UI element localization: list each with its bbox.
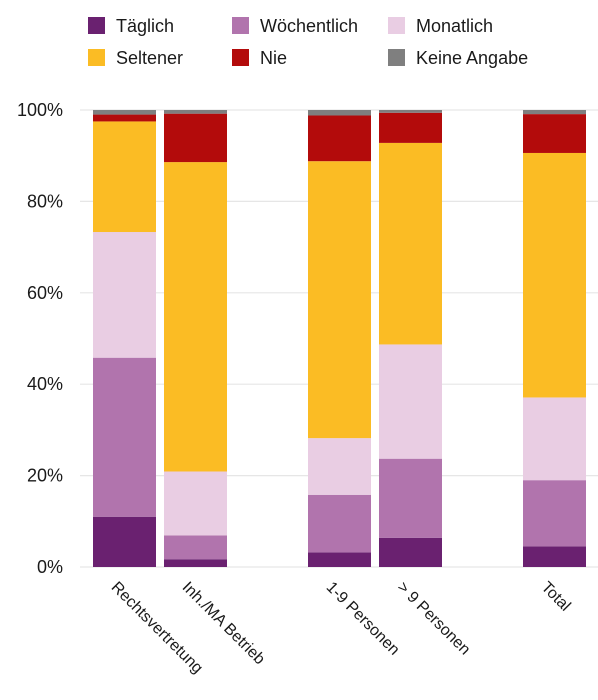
legend-item-wöchentlich: Wöchentlich (232, 16, 358, 36)
bar-segment-wöchentlich (308, 494, 371, 553)
bar-segment-täglich (93, 516, 156, 567)
x-tick-label: Total (538, 579, 574, 615)
bar-segment-keine-angabe (308, 110, 371, 116)
x-tick-label: > 9 Personen (394, 579, 474, 659)
legend-swatch (232, 17, 249, 34)
bar-segment-seltener (523, 152, 586, 398)
bars (93, 110, 586, 567)
bar-segment-nie (164, 113, 227, 163)
bar-segment-täglich (164, 559, 227, 567)
bar-segment-monatlich (93, 232, 156, 358)
bar-segment-nie (523, 114, 586, 153)
legend-swatch (388, 49, 405, 66)
bar-segment-wöchentlich (93, 357, 156, 517)
legend-swatch (232, 49, 249, 66)
legend-item-keine-angabe: Keine Angabe (388, 48, 528, 68)
legend-label: Wöchentlich (260, 16, 358, 36)
legend-label: Monatlich (416, 16, 493, 36)
legend-item-nie: Nie (232, 48, 287, 68)
bar-segment-seltener (308, 161, 371, 439)
bar-segment-keine-angabe (164, 110, 227, 114)
legend-label: Keine Angabe (416, 48, 528, 68)
y-tick-label: 40% (27, 374, 63, 394)
y-tick-label: 80% (27, 191, 63, 211)
bar-segment-täglich (523, 546, 586, 567)
bar-segment-wöchentlich (379, 458, 442, 538)
bar-segment-wöchentlich (523, 480, 586, 547)
y-tick-label: 0% (37, 557, 63, 577)
bar-segment-monatlich (308, 438, 371, 495)
bar-segment-nie (379, 112, 442, 143)
bar-segment-täglich (308, 552, 371, 567)
bar-segment-seltener (379, 142, 442, 345)
x-tick-label: 1-9 Personen (323, 579, 403, 659)
y-tick-label: 60% (27, 283, 63, 303)
bar-segment-keine-angabe (379, 110, 442, 113)
legend-item-täglich: Täglich (88, 16, 174, 36)
bar-segment-monatlich (523, 397, 586, 481)
bar-segment-nie (93, 114, 156, 122)
bar-segment-keine-angabe (523, 110, 586, 115)
bar-segment-seltener (93, 121, 156, 233)
legend-swatch (388, 17, 405, 34)
bar-segment-keine-angabe (93, 110, 156, 115)
legend: Täglich Wöchentlich Monatlich Seltener Nie Ke… (88, 16, 528, 68)
y-axis: 0% 20% 40% 60% 80% 100% (17, 100, 63, 577)
legend-label: Täglich (116, 16, 174, 36)
legend-label: Seltener (116, 48, 183, 68)
y-tick-label: 20% (27, 466, 63, 486)
bar-segment-wöchentlich (164, 535, 227, 560)
bar-segment-monatlich (379, 344, 442, 459)
bar-segment-seltener (164, 162, 227, 472)
bar-segment-täglich (379, 537, 442, 567)
bar-segment-nie (308, 115, 371, 162)
bar-segment-monatlich (164, 471, 227, 536)
y-tick-label: 100% (17, 100, 63, 120)
legend-item-seltener: Seltener (88, 48, 183, 68)
legend-label: Nie (260, 48, 287, 68)
legend-item-monatlich: Monatlich (388, 16, 493, 36)
legend-swatch (88, 49, 105, 66)
legend-swatch (88, 17, 105, 34)
